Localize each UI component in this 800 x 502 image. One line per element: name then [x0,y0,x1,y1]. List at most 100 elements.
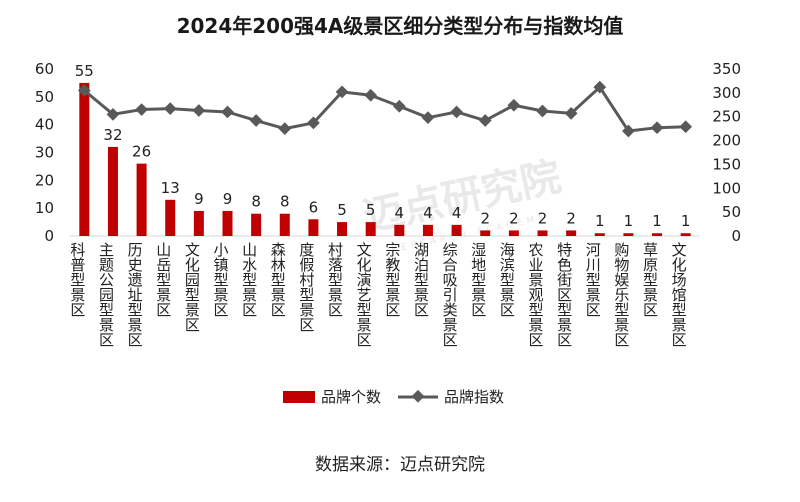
category-label: 宗教型景区 [383,241,401,317]
left-tick-label: 0 [44,227,54,245]
right-tick-label: 300 [712,84,741,102]
category-label: 小镇型景区 [212,242,230,317]
right-tick-label: 100 [712,179,741,197]
left-tick-label: 50 [35,88,54,106]
line-point [450,105,463,119]
category-label: 村落型景区 [326,242,344,317]
line-point [249,114,263,127]
bar [222,210,233,236]
bar-data-label: 1 [681,212,691,230]
line-point [650,121,664,135]
bar-data-label: 55 [75,62,94,80]
chart-title: 2024年200强4A级景区细分类型分布与指数均值 [177,14,624,38]
bar-data-label: 4 [395,204,405,222]
right-tick-label: 0 [731,227,741,245]
right-axis: 0 50 100 150 200 250 300 350 [712,60,741,245]
left-tick-label: 10 [35,199,54,217]
right-tick-label: 50 [722,203,741,221]
category-label: 购物娱乐型景区 [612,242,630,347]
left-tick-label: 20 [35,171,54,189]
category-label: 森林型景区 [269,242,287,317]
watermark-text: 迈点研究院 [360,154,565,241]
bar [107,146,118,236]
line-point [392,99,406,113]
bar-data-label: 6 [309,198,319,216]
legend: 品牌个数 品牌指数 [283,388,504,406]
source-note: 数据来源：迈点研究院 [315,455,485,475]
bar-data-label: 9 [223,190,233,208]
line-point [679,120,693,134]
line-point [507,98,521,112]
bar [422,224,433,236]
line-point [421,111,435,125]
category-label: 主题公园型景区 [97,242,115,347]
category-label: 综合吸引类景区 [441,242,459,347]
category-label: 海滨型景区 [498,242,516,317]
category-label: 文化演艺型景区 [355,242,373,347]
bar-data-label: 2 [566,209,576,227]
category-label: 科普型景区 [68,242,86,317]
bar [279,213,290,236]
category-labels: 科普型景区 主题公园型景区 历史遗址型景区 山岳型景区 文化园型景区 小镇型景区 山水型景区… [68,241,687,347]
bar-data-label: 5 [366,201,376,219]
bar [566,230,577,236]
line-point [135,103,148,116]
category-label: 山水型景区 [240,242,258,317]
category-label: 文化园型景区 [183,242,201,332]
line-point [335,85,349,99]
bar [623,233,634,236]
right-tick-label: 350 [712,60,741,78]
bar-data-label: 13 [161,179,180,197]
bar [394,224,405,236]
bar-data-label: 4 [423,204,433,222]
line-point [278,122,292,136]
category-label: 河川型景区 [584,242,602,317]
line-series [77,80,693,138]
bar [537,230,548,236]
bar-data-label: 9 [194,190,204,208]
line-point [364,88,378,102]
bar-data-label: 8 [251,193,261,211]
left-tick-label: 60 [35,60,54,78]
right-tick-label: 150 [712,155,741,173]
bar [193,210,204,236]
right-tick-label: 250 [712,108,741,126]
bar-data-label: 8 [280,193,290,211]
bar-data-label: 1 [624,212,634,230]
bar-data-label: 1 [595,212,605,230]
bar-data-label: 5 [337,201,347,219]
category-label: 湿地型景区 [469,242,487,317]
bar [480,230,491,236]
category-label: 历史遗址型景区 [126,242,144,347]
category-label: 湖泊型景区 [412,242,430,317]
bar [136,163,147,236]
bar [365,222,376,236]
line-point [192,104,206,117]
line-path [83,84,686,133]
left-tick-label: 40 [35,116,54,134]
bar [451,224,462,236]
bar-series [79,82,691,237]
bar [508,230,519,236]
legend-line-label: 品牌指数 [444,388,504,406]
right-tick-label: 200 [712,132,741,150]
category-label: 农业景观型景区 [527,242,545,347]
watermark: 迈点研究院 RESEARCH ACADEMY [360,154,565,256]
bar [308,219,319,236]
bar-data-label: 4 [452,204,462,222]
legend-line-marker [411,389,425,403]
category-label: 文化场馆型景区 [670,242,688,347]
bar-data-label: 2 [509,209,519,227]
category-label: 特色街区型景区 [555,242,573,347]
bar [79,82,90,237]
line-point [478,114,492,127]
line-point [536,104,549,118]
category-label: 度假村型景区 [297,242,315,332]
bar-data-label: 2 [480,209,490,227]
bar [337,222,348,236]
bar [165,199,176,236]
bar-data-label: 2 [538,209,548,227]
bar [652,233,663,236]
